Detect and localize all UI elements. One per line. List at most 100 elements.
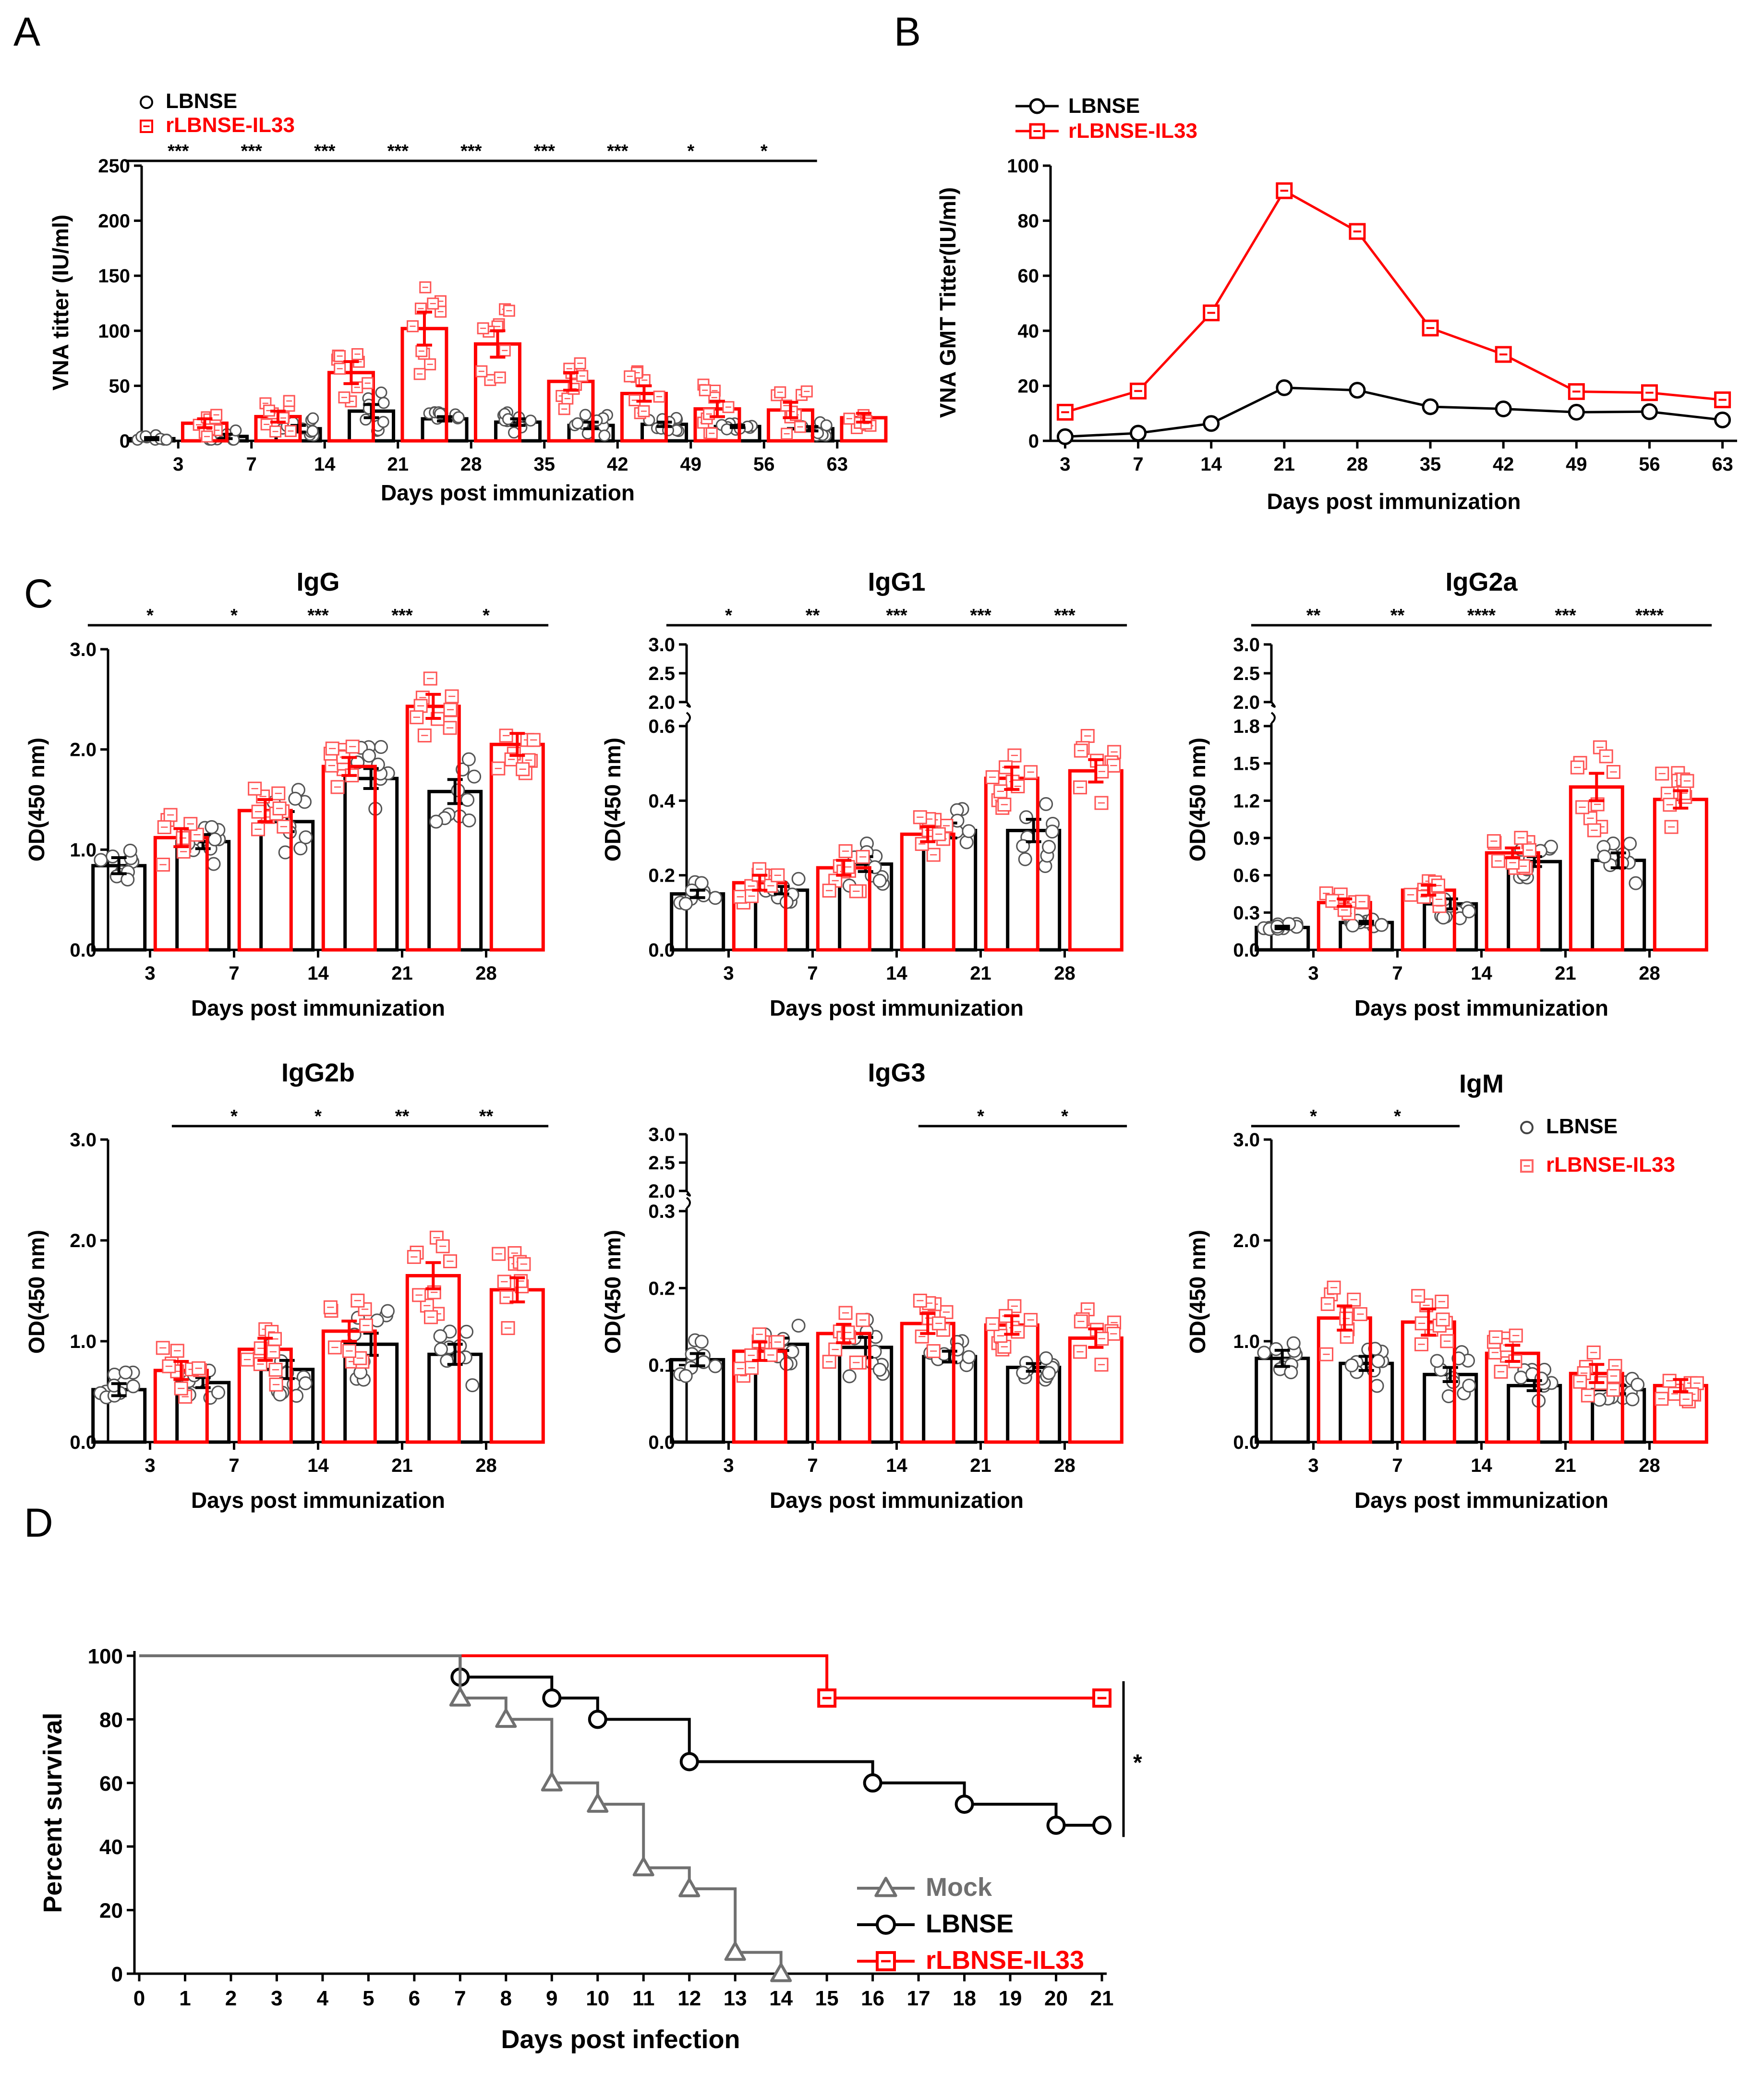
- legend-marker: [1029, 98, 1045, 114]
- event-marker: [449, 1687, 471, 1707]
- x-tick-label: 3: [1308, 1455, 1318, 1476]
- data-point: [119, 1365, 133, 1380]
- chart-title: IgG: [297, 568, 340, 596]
- y-tick-label: 2.0: [648, 1181, 675, 1202]
- significance-label: ***: [607, 141, 628, 161]
- series-point: [1495, 346, 1512, 363]
- axis-break-mark: [686, 712, 691, 724]
- x-tick-label: 0: [133, 1987, 145, 2010]
- legend-label: LBNSE: [1546, 1115, 1618, 1138]
- x-tick-label: 21: [1555, 1455, 1576, 1476]
- data-point: [1488, 1330, 1503, 1345]
- legend-label: rLBNSE-IL33: [166, 113, 295, 137]
- legend-marker: [876, 1915, 896, 1935]
- data-point: [1581, 1388, 1595, 1403]
- data-point: [1319, 1347, 1334, 1361]
- legend-label: LBNSE: [926, 1909, 1014, 1938]
- bar-rlbnse-il33: [816, 1332, 871, 1444]
- y-tick-label: 40: [1018, 321, 1039, 342]
- data-point: [288, 791, 302, 806]
- legend-label: rLBNSE-IL33: [926, 1946, 1084, 1975]
- bar-lbnse: [1507, 1383, 1562, 1444]
- x-tick-label: 14: [1471, 1455, 1492, 1476]
- significance-label: **: [1390, 606, 1405, 626]
- x-tick-label: 28: [475, 963, 497, 984]
- data-point: [94, 853, 108, 867]
- data-point: [842, 1369, 857, 1383]
- data-point: [1039, 797, 1053, 811]
- y-tick-label: 60: [99, 1772, 123, 1796]
- x-tick-label: 63: [1712, 454, 1733, 475]
- legend-marker: [140, 96, 153, 109]
- data-point: [1629, 876, 1643, 890]
- data-point: [1016, 1366, 1030, 1380]
- legend-label: LBNSE: [1068, 94, 1140, 118]
- data-point: [492, 1247, 506, 1261]
- x-tick-label: 21: [391, 1455, 413, 1476]
- x-tick-label: 14: [307, 963, 329, 984]
- data-point: [962, 824, 976, 838]
- significance-label: *: [977, 1106, 984, 1127]
- data-point: [429, 814, 443, 829]
- data-point: [461, 752, 476, 766]
- data-point: [1664, 820, 1679, 834]
- series-point: [1714, 391, 1731, 409]
- significance-label: *: [1133, 1750, 1142, 1775]
- data-point: [1462, 904, 1476, 919]
- series-point: [1130, 425, 1147, 442]
- data-point: [1345, 918, 1360, 933]
- data-point: [433, 1329, 447, 1343]
- x-axis-title: Days post immunization: [1354, 995, 1608, 1020]
- data-point: [1375, 918, 1389, 932]
- x-tick-label: 49: [680, 454, 702, 475]
- x-tick-label: 28: [460, 454, 482, 475]
- x-tick-label: 4: [317, 1987, 329, 2010]
- data-point: [507, 426, 520, 439]
- bar-rlbnse-il33: [489, 1288, 545, 1444]
- data-point: [678, 1369, 693, 1383]
- data-point: [299, 830, 313, 845]
- survival-curve-rlbnse-il33: [139, 1654, 1102, 1700]
- panel-label-d: D: [24, 1500, 53, 1545]
- x-axis-title: Days post immunization: [770, 995, 1024, 1020]
- y-tick-label: 0: [1028, 431, 1039, 452]
- series-point: [1203, 415, 1220, 432]
- legend-label: Mock: [926, 1873, 992, 1902]
- x-tick-label: 3: [271, 1987, 282, 2010]
- data-point: [160, 434, 173, 446]
- x-tick-label: 7: [229, 1455, 239, 1476]
- significance-label: ***: [460, 141, 482, 161]
- data-point: [462, 813, 476, 827]
- y-tick-label: 1.0: [70, 839, 97, 861]
- chart-title: IgG2b: [281, 1058, 355, 1087]
- axis-break-mark: [686, 1197, 691, 1209]
- x-tick-label: 9: [546, 1987, 557, 2010]
- event-marker: [1092, 1688, 1112, 1708]
- axis-break-mark: [686, 1190, 691, 1197]
- data-point: [959, 835, 974, 849]
- data-point: [1606, 765, 1620, 779]
- significance-label: ****: [1635, 606, 1664, 626]
- x-tick-label: 13: [724, 1987, 747, 2010]
- x-tick-label: 28: [1054, 963, 1075, 984]
- significance-label: ***: [314, 141, 336, 161]
- y-tick-label: 1.5: [1233, 753, 1260, 775]
- x-axis-title: Days post immunization: [191, 1488, 445, 1513]
- data-point: [251, 804, 266, 819]
- data-point: [1514, 1371, 1528, 1385]
- event-marker: [1046, 1815, 1066, 1835]
- significance-label: ***: [886, 606, 907, 626]
- significance-label: *: [725, 606, 732, 626]
- y-tick-label: 0: [111, 1963, 123, 1986]
- data-point: [962, 1350, 976, 1364]
- bar-lbnse: [427, 1352, 483, 1444]
- y-tick-label: 80: [1018, 211, 1039, 232]
- data-point: [323, 1300, 338, 1314]
- data-point: [939, 1305, 954, 1319]
- axis-break-mark: [1270, 701, 1276, 708]
- y-axis-title: OD(450 nm): [24, 1230, 49, 1354]
